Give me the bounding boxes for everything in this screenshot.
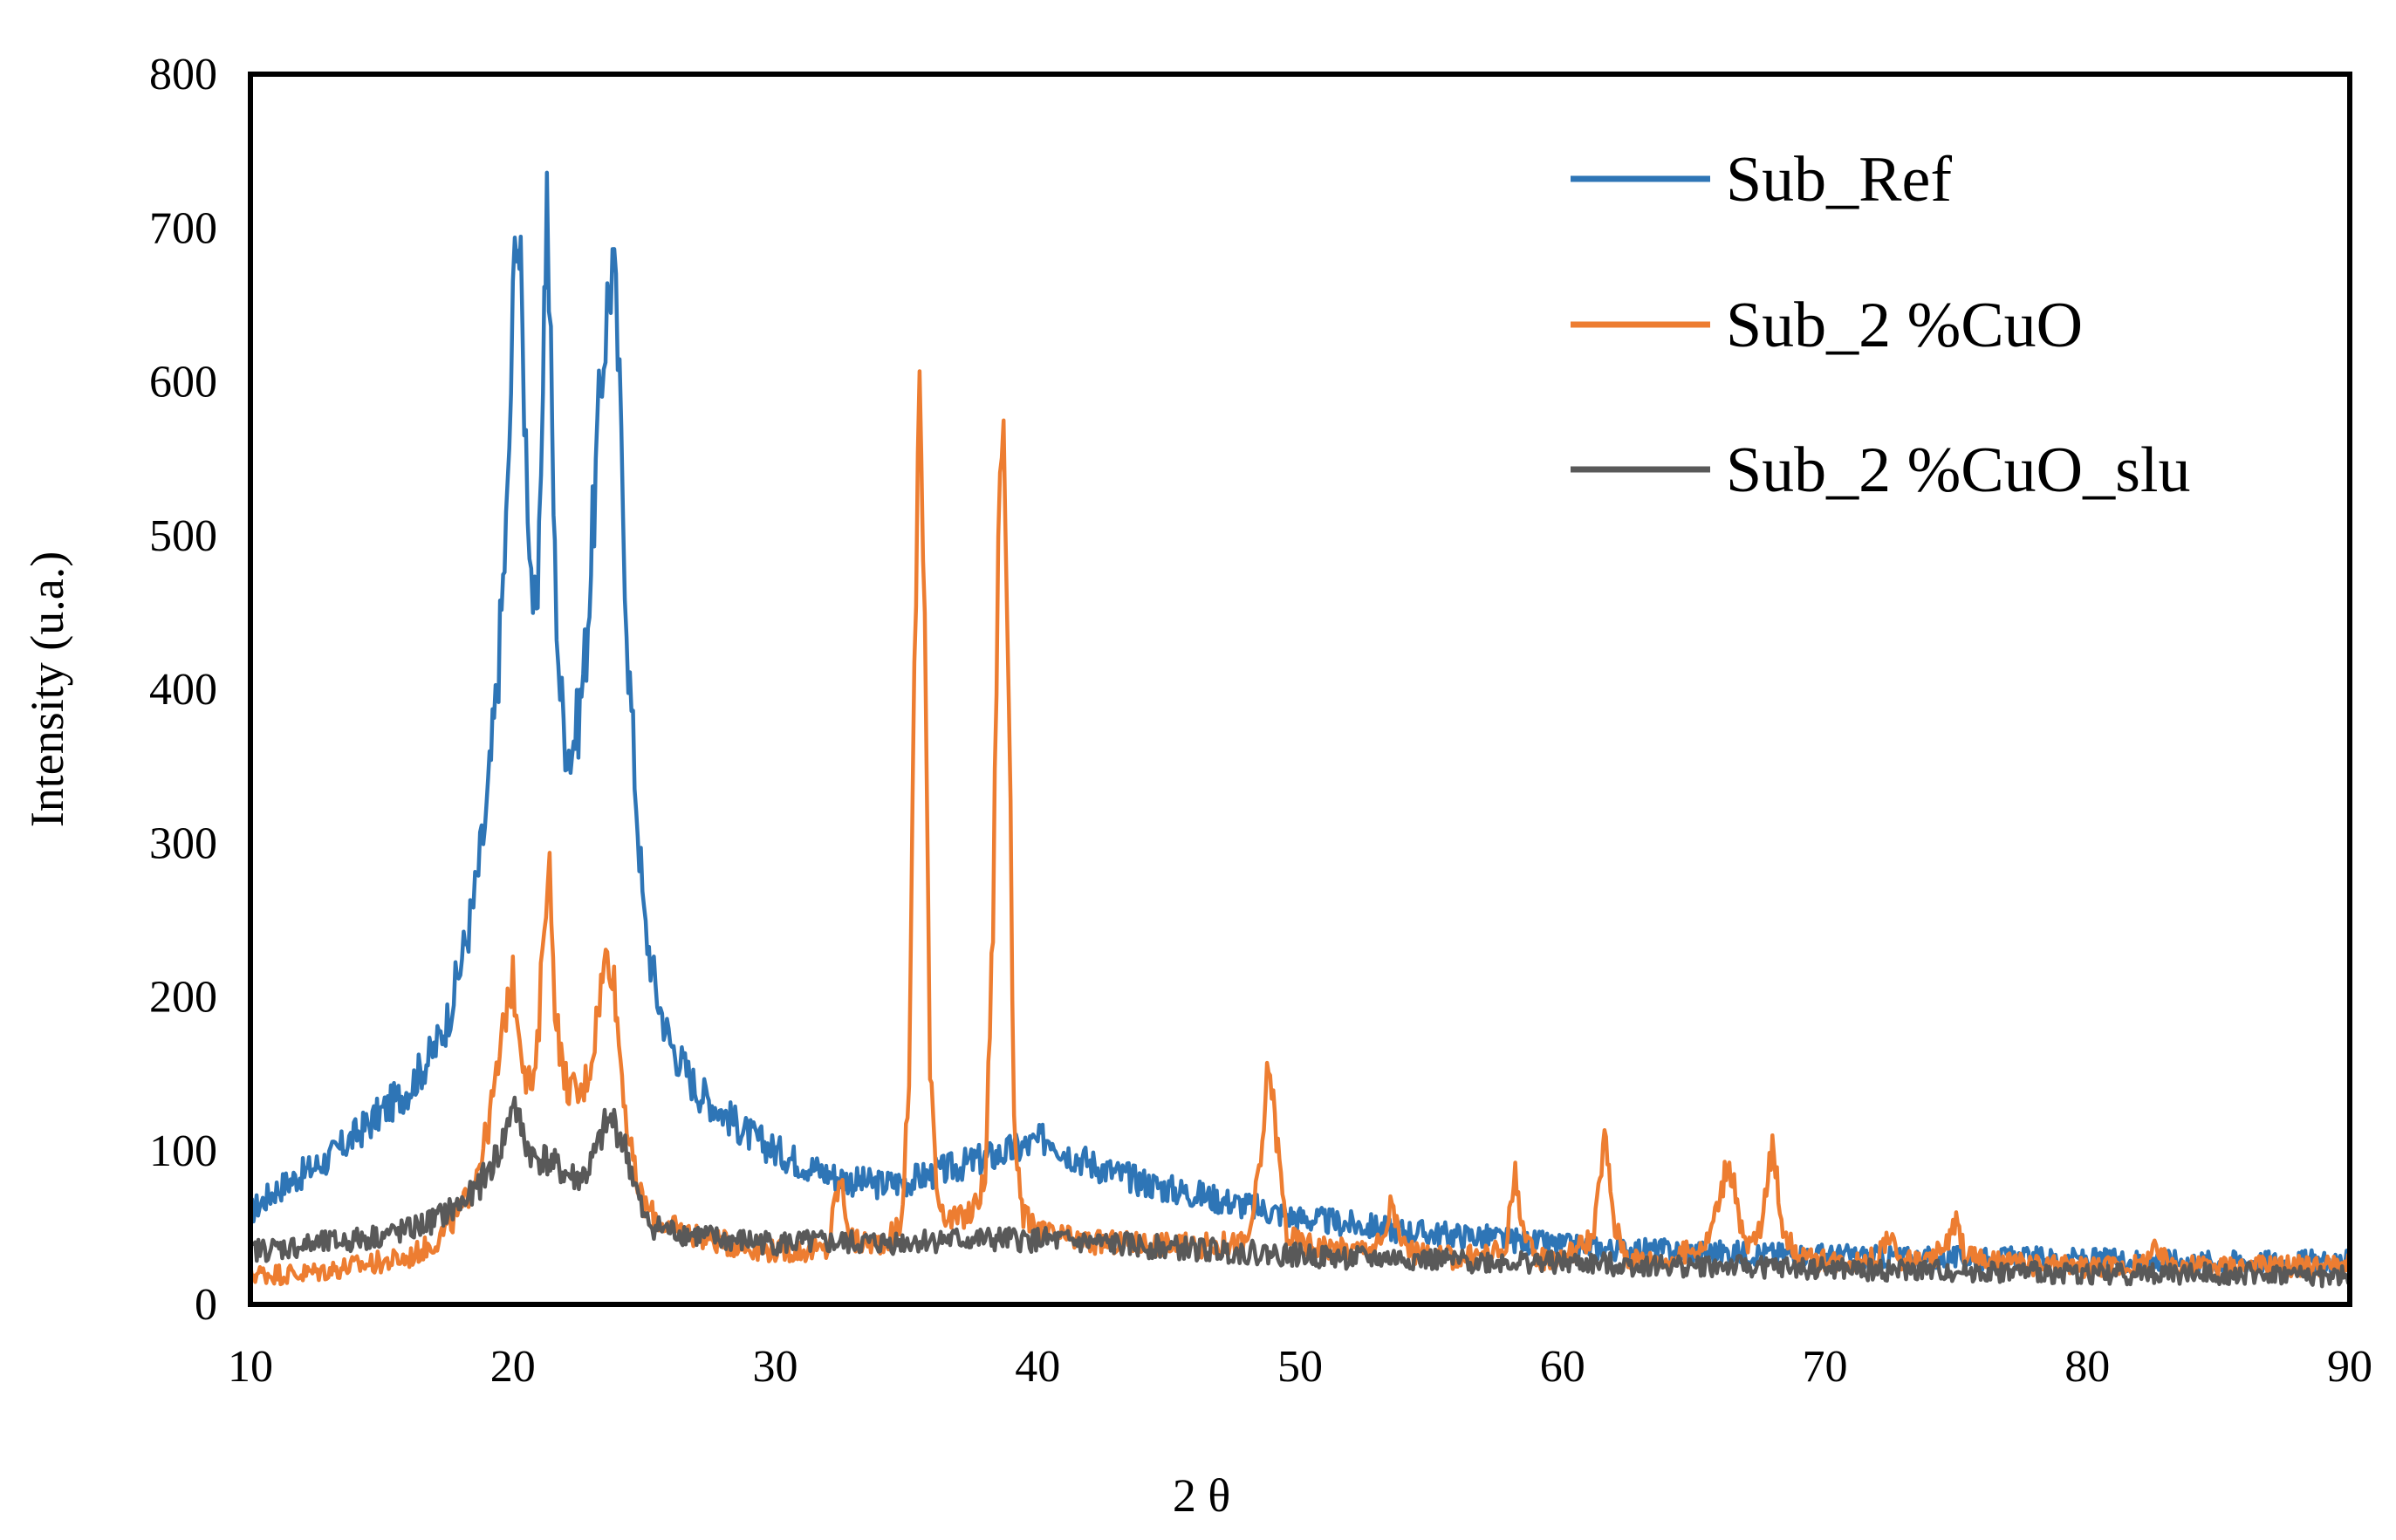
legend-label-3: Sub_2 %CuO_slu	[1726, 435, 2190, 506]
legend-label-2: Sub_2 %CuO	[1726, 290, 2083, 361]
legend: Sub_Ref Sub_2 %CuO Sub_2 %CuO_slu	[1571, 144, 2190, 506]
y-tick-label: 800	[149, 50, 217, 99]
series-line-3	[248, 1095, 2352, 1289]
y-tick-label: 400	[149, 665, 217, 715]
x-axis-title: 2 θ	[1173, 1469, 1230, 1522]
x-tick-label: 50	[1277, 1342, 1323, 1392]
y-axis-ticks: 0 100 200 300 400 500 600 700 800	[149, 50, 217, 1330]
plot-area-frame	[248, 72, 2352, 1307]
x-tick-label: 70	[1803, 1342, 1848, 1392]
x-axis-ticks: 10 20 30 40 50 60 70 80 90	[228, 1342, 2372, 1392]
x-tick-label: 40	[1015, 1342, 1060, 1392]
y-tick-label: 100	[149, 1126, 217, 1176]
y-tick-label: 700	[149, 203, 217, 253]
x-tick-label: 60	[1540, 1342, 1585, 1392]
series-layer	[248, 170, 2352, 1289]
y-axis-title: Intensity (u.a.)	[21, 551, 73, 827]
y-tick-label: 600	[149, 358, 217, 407]
legend-label-1: Sub_Ref	[1726, 144, 1952, 216]
series-line-2	[248, 369, 2352, 1287]
y-tick-label: 0	[195, 1280, 217, 1330]
x-tick-label: 30	[753, 1342, 798, 1392]
y-tick-label: 300	[149, 818, 217, 868]
x-tick-label: 90	[2327, 1342, 2372, 1392]
x-tick-label: 10	[228, 1342, 273, 1392]
y-tick-label: 500	[149, 511, 217, 561]
y-tick-label: 200	[149, 973, 217, 1023]
x-tick-label: 20	[490, 1342, 536, 1392]
x-tick-label: 80	[2064, 1342, 2110, 1392]
